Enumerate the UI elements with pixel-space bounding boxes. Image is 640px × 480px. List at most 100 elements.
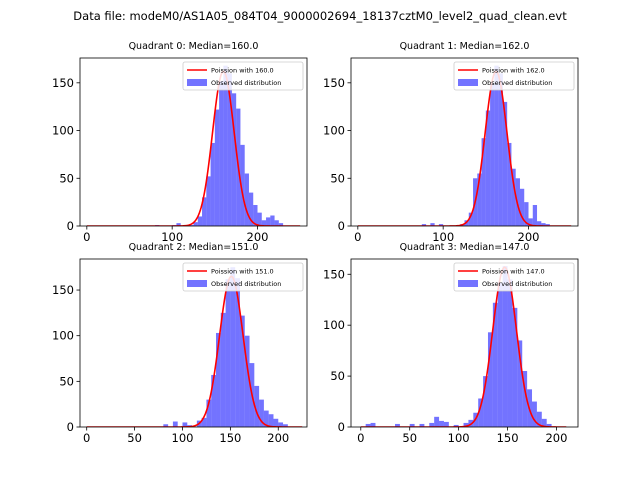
x-tick-label: 200 [267,431,289,445]
histogram-bar [176,223,181,226]
legend-label-observed: Observed distribution [482,280,552,288]
y-tick-label: 100 [323,124,345,138]
histogram-bar [201,417,207,427]
histogram-bar [512,307,518,427]
histogram-bar [231,93,237,226]
histogram-bar [278,223,284,226]
y-tick-label: 150 [323,267,345,281]
histogram-bar [274,220,279,226]
x-tick-label: 100 [448,431,470,445]
histogram-bar [239,315,245,427]
legend-bar-swatch [458,79,478,86]
x-tick-label: 200 [247,230,269,244]
histogram-bar [497,282,503,427]
histogram-bar [438,224,444,226]
subplot-quadrant-0: Quadrant 0: Median=160.0 0 100 200 0 50 100 150… [52,41,308,244]
legend-box [182,262,304,292]
histogram-bar [365,423,371,427]
poisson-curve [86,275,303,427]
histogram-bar [517,340,523,427]
histogram-bar [211,374,217,427]
histogram-bar [206,176,211,226]
histogram-bar [278,422,284,427]
figure-title: Data file: modeM0/AS1A05_084T04_90000026… [73,9,567,23]
histogram-bar [522,371,528,427]
x-tick-label: 50 [127,431,142,445]
histogram-bar [254,385,260,427]
x-tick-label: 0 [83,230,90,244]
histogram-bar [536,411,542,427]
histogram-bar [421,224,427,226]
histogram-bar [478,398,484,427]
histogram-bar [216,332,221,427]
legend-label-observed: Observed distribution [482,79,552,87]
histogram-bar [202,197,207,226]
x-tick-label: 100 [161,230,183,244]
y-tick-label: 150 [323,76,345,90]
histogram-bar [268,414,274,427]
subplot-title: Quadrant 3: Median=147.0 [400,242,530,253]
legend: Poission with 151.0 Observed distribution [182,262,304,292]
histogram-bar [210,142,215,226]
histogram-bar [283,424,288,427]
legend-bar-swatch [187,79,207,86]
histogram-bar [498,73,503,226]
histogram-bar [537,221,542,226]
subplot-title: Quadrant 2: Median=151.0 [129,242,259,253]
histogram-bar [528,218,533,226]
y-tick-label: 50 [59,374,74,388]
x-tick-label: 0 [83,431,90,445]
histogram-bar [494,65,499,226]
histogram-bar [182,422,188,427]
y-tick-label: 150 [52,76,74,90]
x-tick-label: 100 [172,431,194,445]
histogram-bar [492,302,498,427]
histogram-bar [434,416,440,427]
x-tick-label: 50 [402,431,417,445]
histogram-bar [244,335,250,427]
histogram-bar [502,266,508,427]
y-tick-label: 150 [52,283,74,297]
histogram-bar [230,267,236,427]
y-tick-label: 50 [330,369,345,383]
histogram-bar [541,418,547,427]
subplot-title: Quadrant 0: Median=160.0 [129,41,259,52]
histogram-bar [270,215,275,226]
legend: Poission with 162.0 Observed distribution [453,61,575,91]
axes-frame [350,258,579,428]
histogram-bar [483,376,488,427]
histogram-bar [507,279,513,427]
histogram-bar [220,312,226,427]
histogram-bar [490,82,495,226]
histogram-bar [370,422,376,427]
plot-area [86,65,301,226]
axes-frame [79,57,308,227]
histogram-bar [409,423,415,427]
histogram-bar [240,144,245,226]
histogram-bar [477,173,482,226]
x-tick-label: 100 [432,230,454,244]
histogram-bar [273,418,279,427]
histogram-bar [189,225,194,226]
subplot-title: Quadrant 1: Median=162.0 [400,41,530,52]
histogram-bar [214,109,220,226]
histogram-bar [519,188,525,226]
legend-label-poisson: Poission with 147.0 [482,268,545,276]
legend-label-poisson: Poission with 151.0 [211,268,274,276]
histogram-bar [248,192,254,226]
x-tick-label: 150 [497,431,519,445]
legend-bar-swatch [458,280,478,287]
histogram-bar [197,216,203,226]
y-tick-label: 100 [323,318,345,332]
legend-box [182,61,304,91]
histogram-bar [546,423,552,427]
x-tick-label: 0 [357,431,364,445]
histogram-bar [430,223,435,226]
histogram-bar [532,401,537,427]
subplot-grid: Quadrant 0: Median=160.0 0 100 200 0 50 100 150… [52,41,579,445]
y-tick-label: 50 [330,171,345,185]
histogram-bar [481,138,486,226]
legend-bar-swatch [187,280,207,287]
histogram-bar [163,424,169,427]
